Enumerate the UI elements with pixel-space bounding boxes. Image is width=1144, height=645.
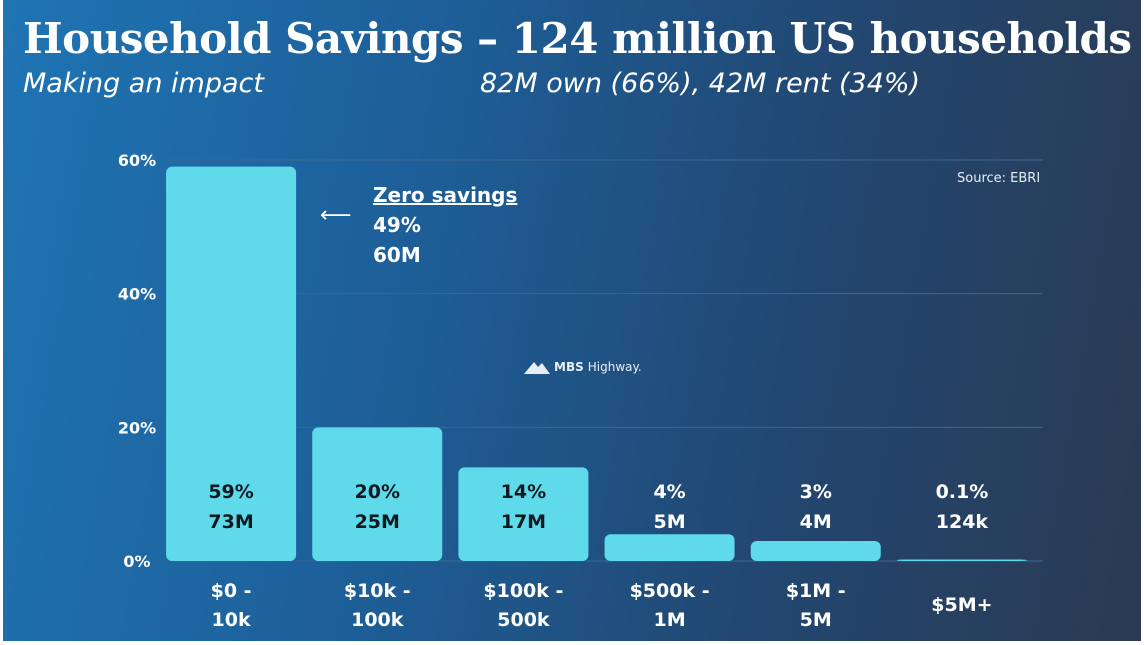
bar-value-label: 3% [800, 481, 832, 503]
savings-bar-chart: 0% 20% 40% 60% 59% 73M $0 - 10k 20% 25M $10k - 100k… [118, 151, 1043, 631]
x-tick-label: 1M [654, 609, 686, 631]
y-tick-label: 60% [118, 151, 156, 170]
x-tick-label: $0 - [211, 580, 252, 602]
slide: Household Savings – 124 million US house… [3, 0, 1141, 641]
bar-count-label: 25M [355, 511, 400, 533]
x-tick-label: 5M [800, 609, 832, 631]
bar [750, 540, 881, 561]
bar-value-label: 14% [501, 481, 546, 503]
y-tick-label: 20% [118, 418, 156, 437]
annotation-heading: Zero savings [373, 183, 518, 207]
bar [458, 467, 589, 561]
bar-value-label: 0.1% [936, 481, 989, 503]
x-tick-label: $1M - [786, 580, 846, 602]
bar-value-label: 4% [653, 481, 685, 503]
mbs-highway-logo: MBS Highway. [524, 360, 642, 374]
y-tick-label: 0% [123, 552, 150, 571]
bar-value-label: 20% [355, 481, 400, 503]
x-tick-label: $10k - [344, 580, 411, 602]
bar [166, 166, 297, 561]
x-tick-label: 10k [212, 609, 251, 631]
bar-count-label: 17M [501, 511, 546, 533]
slide-title: Household Savings – 124 million US house… [23, 14, 1132, 63]
annotation-count: 60M [373, 243, 421, 267]
bar [312, 427, 443, 561]
annotation-percent: 49% [373, 213, 421, 237]
bar-count-label: 124k [936, 511, 989, 533]
logo-name: Highway. [587, 360, 642, 374]
bar-count-label: 5M [654, 511, 686, 533]
left-arrow-icon: ⟵ [320, 203, 352, 228]
bar [604, 534, 735, 561]
slide-subtitle: Making an impact [23, 68, 264, 99]
x-tick-label: $5M+ [931, 594, 992, 616]
y-tick-label: 40% [118, 285, 156, 304]
source-note: Source: EBRI [957, 171, 1041, 186]
bar-count-label: 73M [208, 511, 253, 533]
x-tick-label: 100k [351, 609, 404, 631]
x-tick-label: $100k - [483, 580, 563, 602]
logo-brand: MBS [554, 360, 584, 374]
bar-count-label: 4M [800, 511, 832, 533]
bar-value-label: 59% [208, 481, 253, 503]
x-tick-label: $500k - [630, 580, 710, 602]
zero-savings-annotation: Zero savings 49% 60M [373, 180, 517, 270]
mountain-icon [524, 362, 550, 374]
x-tick-label: 500k [497, 609, 550, 631]
bar [896, 559, 1027, 561]
ownership-subtitle: 82M own (66%), 42M rent (34%) [480, 68, 921, 99]
